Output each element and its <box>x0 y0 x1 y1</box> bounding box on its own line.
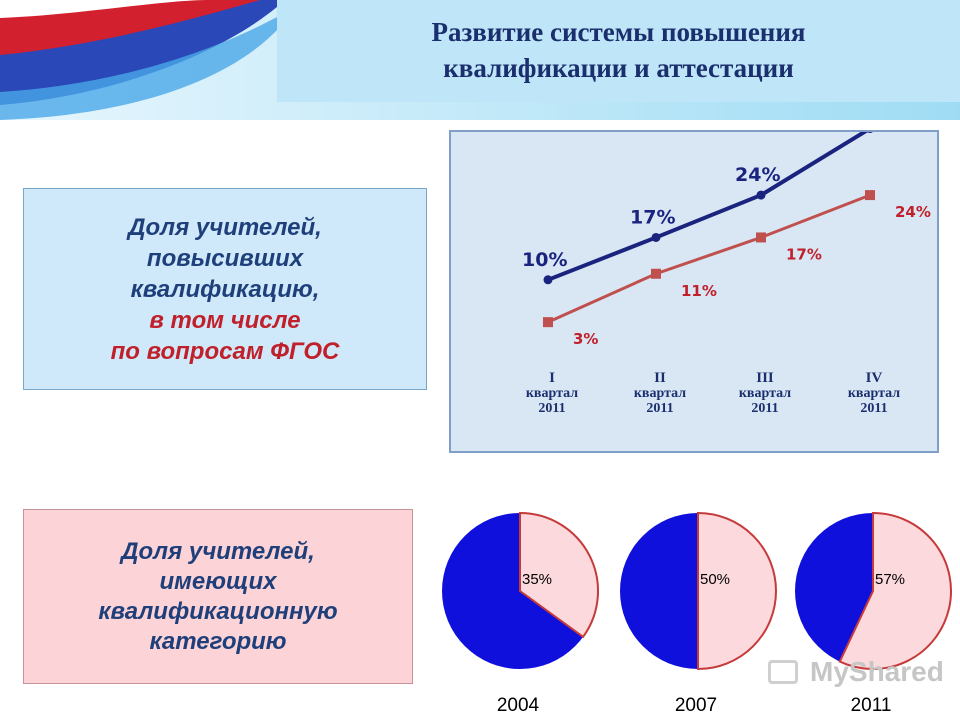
point-s1-2 <box>651 232 661 242</box>
point-s2-3 <box>756 232 766 243</box>
page-title: Развитие системы повышения квалификации … <box>277 14 960 86</box>
title-line-2: квалификации и аттестации <box>443 53 794 83</box>
pie-2007: 50% 2007 <box>620 511 777 716</box>
label-s2-4: 24% <box>895 203 931 221</box>
pie-pink-slice <box>697 511 777 671</box>
watermark: MyShared <box>768 656 944 690</box>
caption2-line-2: имеющих <box>159 567 277 595</box>
category-label-2-3: 2011 <box>646 401 673 416</box>
pie-year-label: 2004 <box>497 695 540 716</box>
series-line-2 <box>547 193 871 324</box>
point-s2-4 <box>865 190 875 201</box>
point-s1-1 <box>543 275 553 285</box>
pie-blue-slice <box>795 513 951 669</box>
presentation-icon <box>768 660 798 684</box>
caption-line-5: по вопросам ФГОС <box>110 337 340 365</box>
label-s1-1: 10% <box>522 249 567 271</box>
pie-blue-slice <box>442 513 598 669</box>
pie-pink-slice <box>838 511 952 670</box>
category-label-1-1: I <box>549 370 555 386</box>
header: Развитие системы повышения квалификации … <box>0 0 960 120</box>
category-label-2-2: квартал <box>634 386 686 401</box>
point-s1-3 <box>756 190 766 200</box>
point-s2-2 <box>651 268 661 279</box>
line-chart-panel: 10%17%24%35%3%11%17%24%Iквартал2011IIква… <box>449 130 939 453</box>
category-label-3-3: 2011 <box>751 401 778 416</box>
category-label-1-2: квартал <box>526 386 578 401</box>
label-s2-3: 17% <box>786 245 822 263</box>
pie-2004: 35% 2004 <box>442 511 599 716</box>
label-s2-2: 11% <box>681 282 717 300</box>
caption2-line-4: категорию <box>149 627 287 655</box>
category-label-1-3: 2011 <box>538 401 565 416</box>
point-s2-1 <box>543 317 553 328</box>
line-chart: 10%17%24%35%3%11%17%24%Iквартал2011IIква… <box>522 132 931 416</box>
caption2-line-1: Доля учителей, <box>121 537 315 565</box>
pie-value-label: 57% <box>875 571 905 588</box>
title-box: Развитие системы повышения квалификации … <box>277 0 960 102</box>
category-label-2-1: II <box>654 370 666 386</box>
pie-value-label: 50% <box>700 571 730 588</box>
label-s2-1: 3% <box>573 330 598 348</box>
pie-pink-slice <box>519 511 599 639</box>
caption-line-3: квалификацию, <box>130 275 320 303</box>
watermark-text: MyShared <box>810 656 944 687</box>
qualification-share-caption: Доля учителей, повысивших квалификацию, … <box>23 188 427 390</box>
caption-line-2: повысивших <box>146 244 304 272</box>
point-s1-4 <box>867 132 873 134</box>
caption-line-1: Доля учителей, <box>128 213 322 241</box>
label-s1-2: 17% <box>630 206 675 228</box>
category-label-4-3: 2011 <box>860 401 887 416</box>
category-share-caption: Доля учителей, имеющих квалификационную … <box>23 509 413 684</box>
category-label-3-2: квартал <box>739 386 791 401</box>
title-line-1: Развитие системы повышения <box>431 17 806 47</box>
pie-year-label: 2007 <box>675 695 717 716</box>
category-label-4-1: IV <box>866 370 883 386</box>
pie-year-label: 2011 <box>851 695 892 716</box>
label-s1-3: 24% <box>735 164 780 186</box>
series-line-1 <box>547 132 869 282</box>
pie-value-label: 35% <box>522 571 552 588</box>
category-label-4-2: квартал <box>848 386 900 401</box>
caption-line-4: в том числе <box>149 306 301 334</box>
pie-blue-slice <box>620 513 776 669</box>
caption2-line-3: квалификационную <box>98 597 338 625</box>
category-label-3-1: III <box>756 370 774 386</box>
